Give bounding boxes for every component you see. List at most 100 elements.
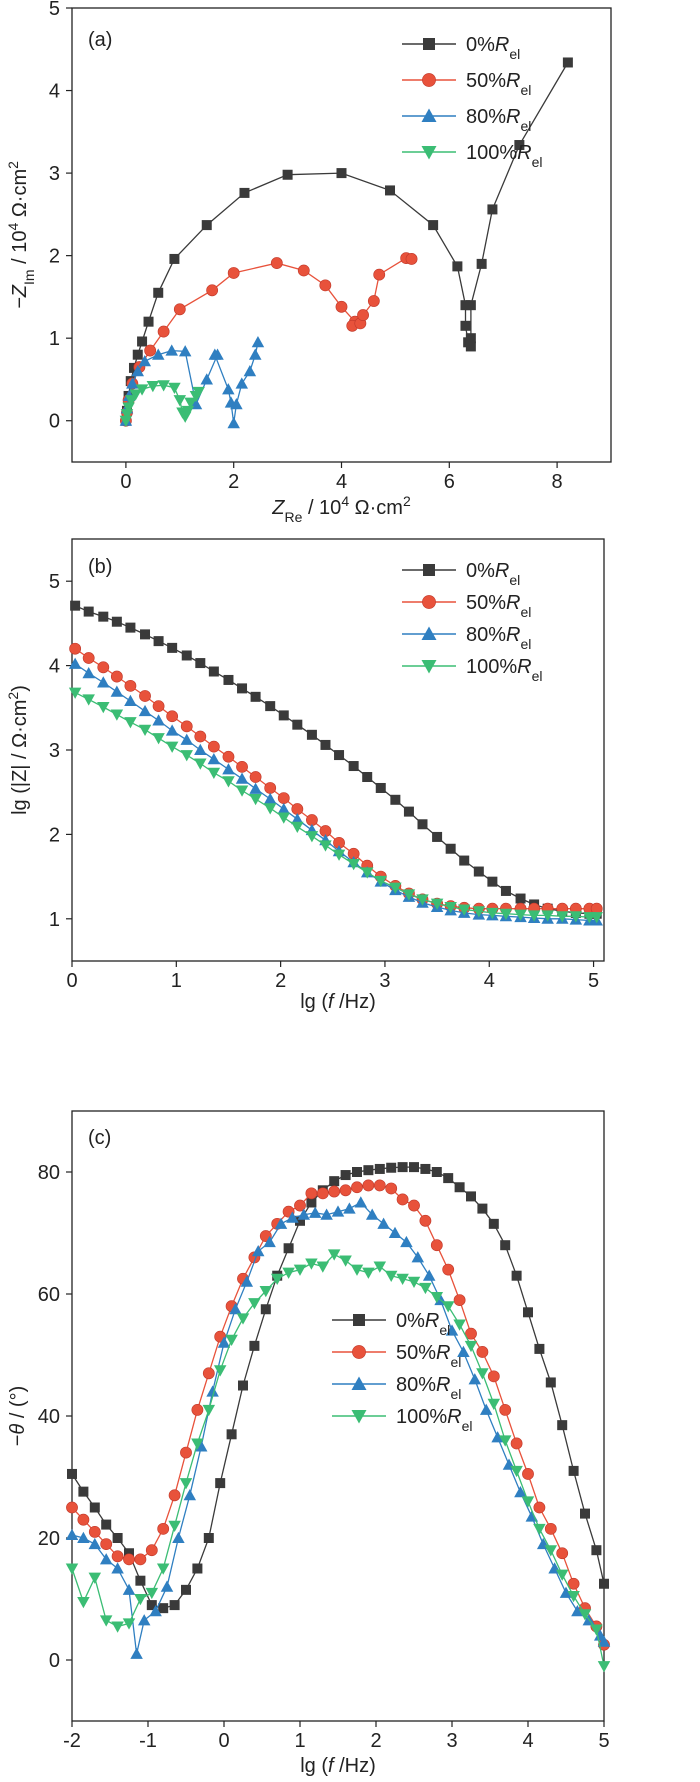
data-point <box>180 1446 192 1459</box>
data-point <box>88 1526 101 1538</box>
data-point <box>213 1365 227 1377</box>
data-point <box>101 1519 112 1530</box>
data-point <box>407 1276 421 1289</box>
data-point <box>135 1575 146 1586</box>
data-point <box>568 1465 579 1476</box>
data-point <box>445 843 456 854</box>
data-point <box>468 1373 482 1385</box>
data-point <box>487 1398 501 1411</box>
data-point <box>350 1264 364 1276</box>
data-point <box>432 831 443 842</box>
data-point <box>416 894 429 906</box>
data-point <box>251 336 265 348</box>
y-tick-label: 60 <box>38 1284 60 1306</box>
data-point <box>172 1531 185 1543</box>
data-point <box>514 909 527 921</box>
x-tick-label: 5 <box>598 1730 609 1752</box>
data-point <box>555 1569 569 1581</box>
data-point <box>157 325 170 338</box>
data-point <box>227 267 240 279</box>
legend-marker <box>351 1376 367 1390</box>
data-point <box>487 876 498 887</box>
data-point <box>88 1537 102 1550</box>
legend-label: 80%Rel <box>466 106 531 134</box>
x-tick-label: 1 <box>171 970 182 992</box>
data-point <box>152 733 165 745</box>
legend-marker <box>422 73 436 87</box>
legend-label: 50%Rel <box>466 70 531 98</box>
data-point <box>336 168 347 179</box>
legend-percent: 0% <box>466 34 495 56</box>
data-point <box>340 1170 351 1181</box>
data-point <box>168 1520 181 1533</box>
panel-label: (b) <box>88 556 112 578</box>
data-point <box>78 1486 89 1497</box>
data-point <box>405 253 418 265</box>
x-tick-label: 4 <box>484 970 495 992</box>
data-point <box>240 1275 254 1287</box>
data-point <box>194 743 207 755</box>
x-tick-label: -1 <box>139 1730 157 1752</box>
data-point <box>533 1523 546 1536</box>
series-line <box>71 1201 605 1655</box>
data-point <box>208 666 219 677</box>
data-point <box>120 409 134 421</box>
data-point <box>388 1226 402 1238</box>
data-point <box>132 349 143 360</box>
data-point <box>153 287 164 298</box>
data-point <box>111 1550 124 1563</box>
data-point <box>409 1162 419 1173</box>
x-title-tail: /Hz) <box>334 991 376 1013</box>
data-point <box>229 1303 242 1315</box>
data-point <box>183 1489 197 1501</box>
legend-r: R <box>506 592 520 614</box>
data-point <box>259 1285 273 1298</box>
data-point <box>236 760 248 773</box>
data-point <box>430 898 444 910</box>
data-point <box>527 910 541 922</box>
legend-percent: 80% <box>396 1374 436 1396</box>
data-point <box>453 1319 466 1331</box>
series-line <box>74 692 597 918</box>
data-point <box>260 1304 271 1315</box>
data-point <box>251 1245 265 1257</box>
x-tick-label: 2 <box>275 970 286 992</box>
data-point <box>282 169 293 180</box>
data-point <box>194 758 207 770</box>
legend-label: 80%Rel <box>466 624 531 652</box>
legend-percent: 50% <box>466 70 506 92</box>
data-point <box>66 1501 78 1514</box>
x-tick-label: 3 <box>446 1730 457 1752</box>
data-point <box>89 1502 100 1513</box>
y-tick-label: 0 <box>49 1650 60 1672</box>
legend-r: R <box>517 142 531 164</box>
data-point <box>306 1197 317 1208</box>
data-point <box>466 1191 476 1202</box>
data-point <box>486 907 499 920</box>
data-point <box>124 694 137 707</box>
data-point <box>237 683 248 694</box>
x-tick-label: 5 <box>588 970 599 992</box>
data-point <box>97 701 110 714</box>
data-point <box>202 1404 216 1417</box>
data-point <box>134 1594 147 1606</box>
data-point <box>165 724 179 736</box>
legend-subscript: el <box>520 604 531 620</box>
data-point <box>396 1193 409 1206</box>
data-point <box>77 1531 90 1543</box>
data-point <box>373 268 386 281</box>
data-point <box>590 1624 603 1636</box>
data-point <box>194 730 207 743</box>
x-tick-label: 1 <box>294 1730 305 1752</box>
legend-label: 0%Rel <box>466 560 520 588</box>
y-title-tail: Ω·cm <box>9 169 31 223</box>
data-point <box>420 1163 431 1174</box>
data-point <box>173 303 186 316</box>
data-point <box>181 650 192 661</box>
data-point <box>327 1249 341 1261</box>
data-point <box>544 1522 557 1535</box>
data-point <box>320 739 331 750</box>
data-point <box>442 1263 455 1276</box>
series-4 <box>119 380 205 427</box>
legend-subscript: el <box>439 1322 450 1338</box>
